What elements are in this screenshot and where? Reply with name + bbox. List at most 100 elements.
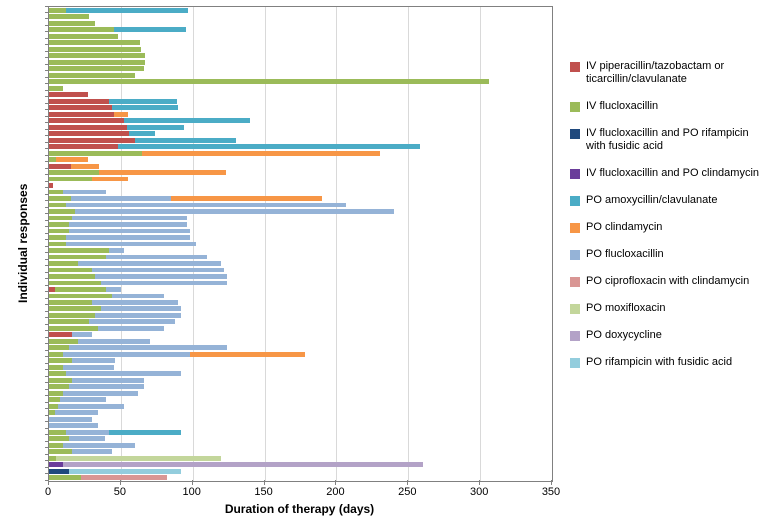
legend-swatch	[570, 196, 580, 206]
bar-segment	[95, 274, 227, 279]
response-row	[49, 40, 552, 45]
y-tick	[45, 421, 48, 422]
y-tick	[45, 220, 48, 221]
bar-segment	[49, 391, 63, 396]
y-tick	[45, 447, 48, 448]
bar-segment	[63, 462, 422, 467]
bar-segment	[49, 53, 145, 58]
response-row	[49, 430, 552, 435]
response-row	[49, 183, 552, 188]
bar-segment	[92, 177, 128, 182]
response-row	[49, 222, 552, 227]
bar-segment	[69, 229, 190, 234]
bar-segment	[49, 34, 118, 39]
response-row	[49, 235, 552, 240]
response-row	[49, 8, 552, 13]
y-tick	[45, 272, 48, 273]
x-tick	[192, 480, 193, 485]
legend-label: PO clindamycin	[586, 221, 662, 234]
response-row	[49, 423, 552, 428]
y-tick	[45, 148, 48, 149]
bar-segment	[49, 66, 144, 71]
y-tick	[45, 252, 48, 253]
response-row	[49, 144, 552, 149]
response-row	[49, 216, 552, 221]
response-row	[49, 177, 552, 182]
legend-swatch	[570, 102, 580, 112]
legend-swatch	[570, 331, 580, 341]
response-row	[49, 326, 552, 331]
y-tick	[45, 350, 48, 351]
y-tick	[45, 363, 48, 364]
y-tick	[45, 129, 48, 130]
bar-segment	[49, 131, 129, 136]
response-row	[49, 170, 552, 175]
bar-segment	[49, 177, 92, 182]
response-row	[49, 86, 552, 91]
response-row	[49, 384, 552, 389]
x-tick	[551, 480, 552, 485]
bar-segment	[49, 430, 66, 435]
y-tick	[45, 168, 48, 169]
response-row	[49, 60, 552, 65]
bar-segment	[49, 242, 66, 247]
bar-segment	[49, 306, 101, 311]
response-row	[49, 131, 552, 136]
legend-item: PO rifampicin with fusidic acid	[570, 356, 766, 369]
x-tick-label: 250	[392, 486, 422, 498]
y-tick	[45, 343, 48, 344]
y-tick	[45, 454, 48, 455]
bar-segment	[49, 73, 135, 78]
bar-segment	[92, 300, 178, 305]
y-tick	[45, 395, 48, 396]
y-tick	[45, 181, 48, 182]
response-row	[49, 196, 552, 201]
y-tick	[45, 213, 48, 214]
bar-segment	[49, 456, 56, 461]
y-tick	[45, 200, 48, 201]
plot-area	[48, 6, 553, 482]
y-tick	[45, 116, 48, 117]
legend-label: PO ciprofloxacin with clindamycin	[586, 275, 749, 288]
y-tick	[45, 25, 48, 26]
response-row	[49, 281, 552, 286]
response-row	[49, 417, 552, 422]
y-tick	[45, 246, 48, 247]
y-tick	[45, 285, 48, 286]
response-row	[49, 462, 552, 467]
legend-item: PO clindamycin	[570, 221, 766, 234]
y-tick	[45, 473, 48, 474]
y-tick	[45, 298, 48, 299]
bar-segment	[66, 203, 346, 208]
response-row	[49, 242, 552, 247]
bar-segment	[49, 190, 63, 195]
bar-segment	[49, 138, 135, 143]
response-row	[49, 105, 552, 110]
x-tick-label: 0	[33, 486, 63, 498]
y-tick	[45, 460, 48, 461]
response-row	[49, 138, 552, 143]
bar-segment	[72, 216, 187, 221]
bar-segment	[49, 157, 56, 162]
y-tick	[45, 83, 48, 84]
x-tick	[48, 480, 49, 485]
bar-segment	[49, 294, 112, 299]
bar-segment	[63, 391, 138, 396]
bar-segment	[101, 306, 181, 311]
bar-segment	[49, 27, 114, 32]
legend-item: IV flucloxacillin and PO clindamycin	[570, 167, 766, 180]
bar-segment	[49, 235, 66, 240]
y-tick	[45, 187, 48, 188]
bar-segment	[49, 203, 66, 208]
bar-segment	[106, 255, 207, 260]
gridline	[552, 7, 553, 481]
bar-segment	[49, 339, 78, 344]
bar-segment	[69, 222, 187, 227]
bar-segment	[118, 144, 420, 149]
response-row	[49, 287, 552, 292]
bar-segment	[49, 183, 53, 188]
response-row	[49, 365, 552, 370]
legend-swatch	[570, 129, 580, 139]
y-tick	[45, 441, 48, 442]
legend-swatch	[570, 62, 580, 72]
